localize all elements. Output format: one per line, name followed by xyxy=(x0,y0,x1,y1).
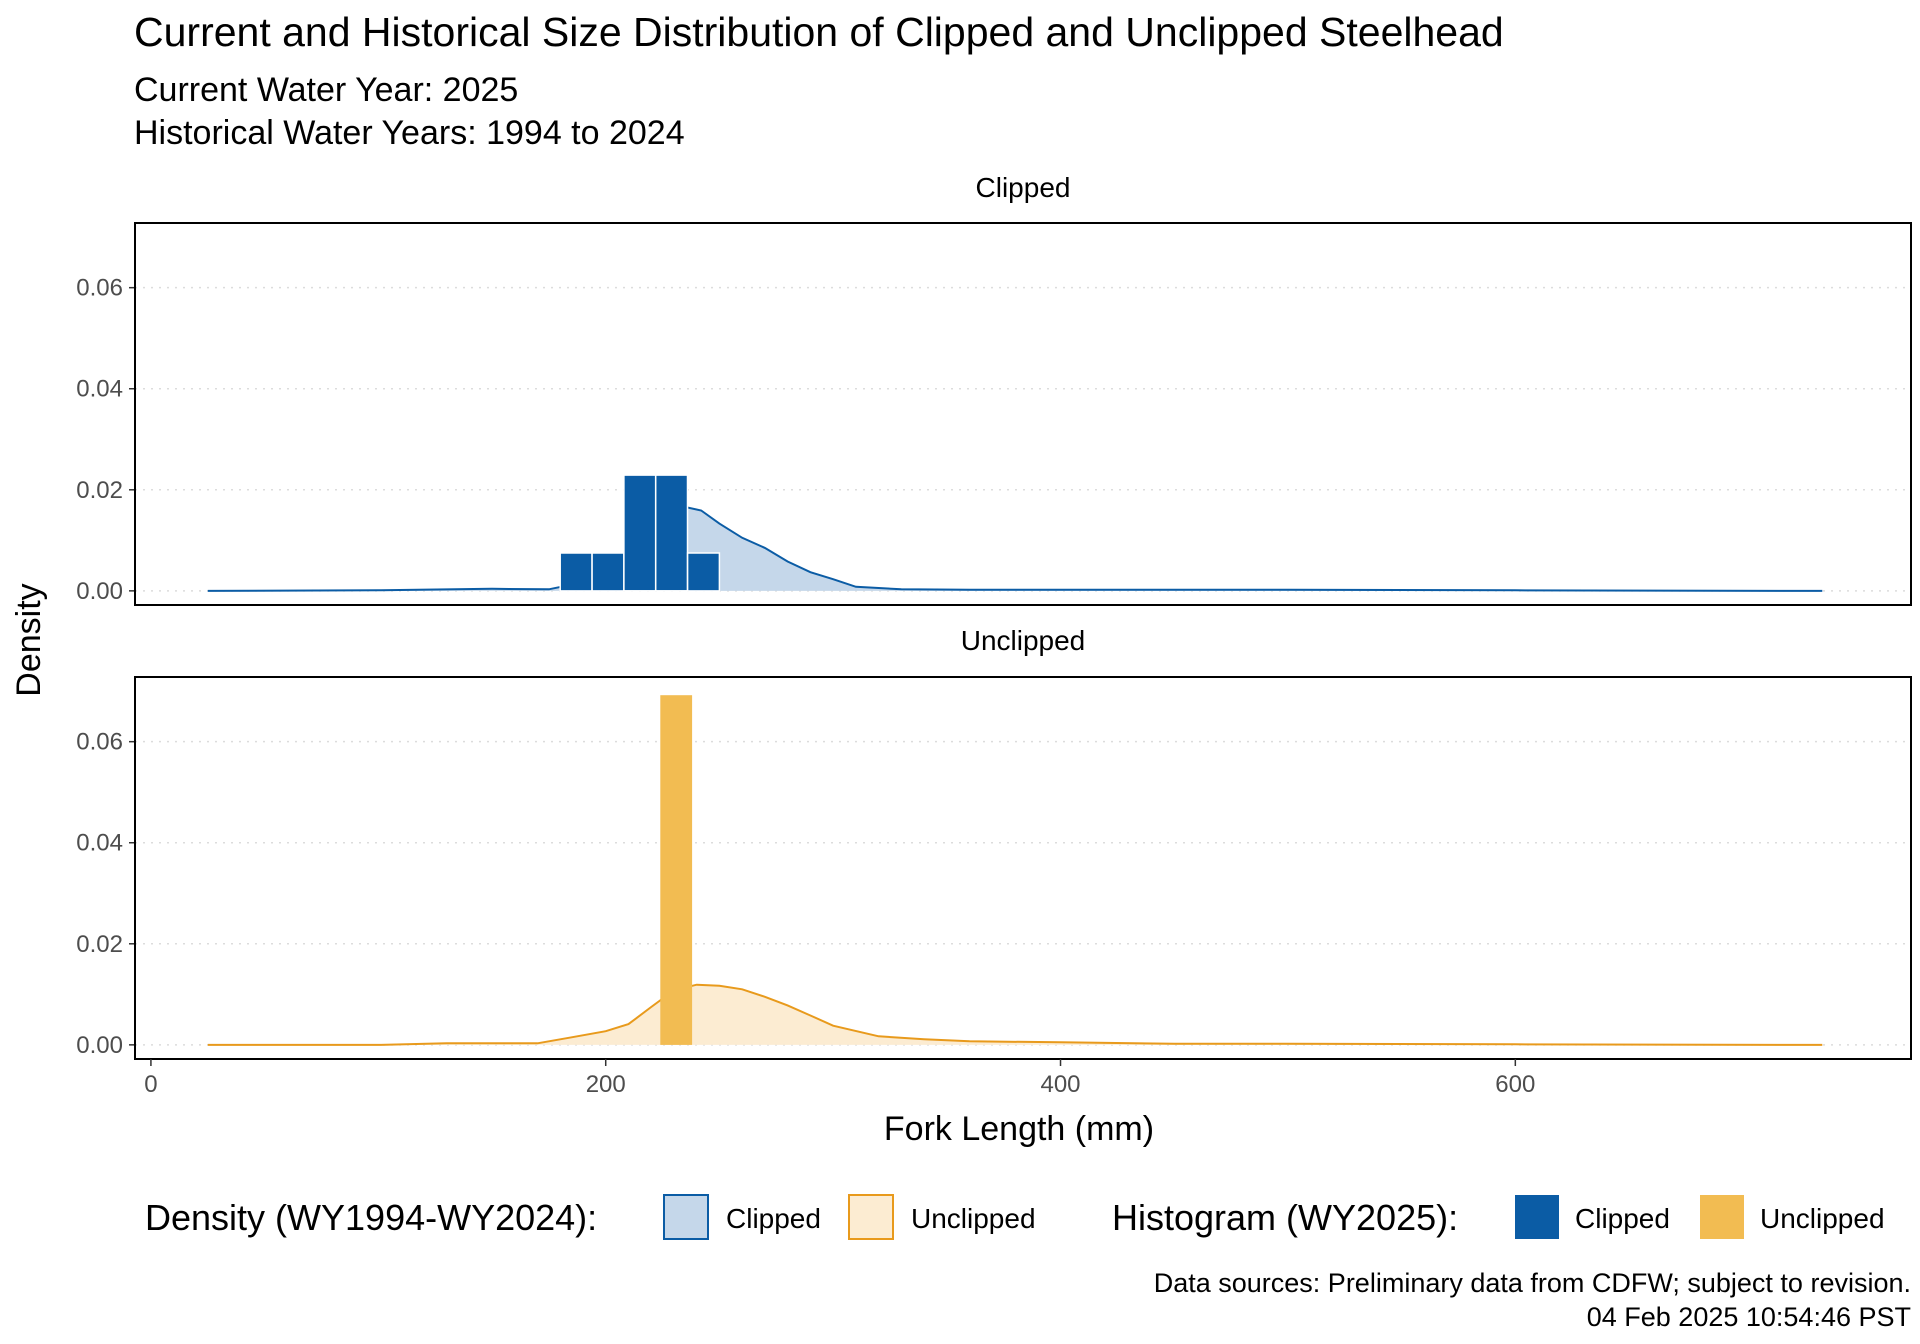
y-tick-label-unclipped-3: 0.06 xyxy=(76,729,123,756)
histogram-bar-unclipped-0 xyxy=(660,695,693,1045)
y-tick-label-clipped-3: 0.06 xyxy=(76,275,123,302)
legend-histogram-unclipped-key xyxy=(1700,1195,1744,1239)
caption-timestamp: 04 Feb 2025 10:54:46 PST xyxy=(1587,1302,1911,1332)
chart-title: Current and Historical Size Distribution… xyxy=(134,9,1504,55)
density-area-unclipped xyxy=(207,984,1823,1045)
x-axis: 0 200 400 600 xyxy=(144,1059,1535,1098)
x-tick-label-2: 400 xyxy=(1040,1071,1080,1098)
legend-density-unclipped-label: Unclipped xyxy=(911,1203,1036,1234)
legend-histogram-clipped-key xyxy=(1515,1195,1559,1239)
y-tick-label-unclipped-0: 0.00 xyxy=(76,1032,123,1059)
caption-data-sources: Data sources: Preliminary data from CDFW… xyxy=(1154,1268,1911,1298)
x-tick-label-3: 600 xyxy=(1495,1071,1535,1098)
y-tick-label-clipped-0: 0.00 xyxy=(76,578,123,605)
y-tick-label-clipped-1: 0.02 xyxy=(76,477,123,504)
x-tick-label-1: 200 xyxy=(586,1071,626,1098)
density-area-clipped xyxy=(207,507,1823,591)
legend-density-title: Density (WY1994-WY2024): xyxy=(145,1197,597,1238)
legend-density-clipped-key xyxy=(663,1194,709,1240)
histogram-bar-clipped-3 xyxy=(654,474,689,592)
y-axis-title: Density xyxy=(10,583,48,696)
legend: Density (WY1994-WY2024): Clipped Unclipp… xyxy=(145,1194,1885,1240)
chart-subtitle-line-1: Current Water Year: 2025 xyxy=(134,71,518,109)
legend-density-unclipped-key xyxy=(848,1194,894,1240)
strip-label-clipped: Clipped xyxy=(976,172,1071,203)
panel-unclipped: Unclipped 0.00 0.02 0.04 0.06 xyxy=(76,625,1912,1060)
y-tick-label-unclipped-2: 0.04 xyxy=(76,830,123,857)
legend-density-clipped-label: Clipped xyxy=(726,1203,821,1234)
y-tick-label-clipped-2: 0.04 xyxy=(76,376,123,403)
panel-border-clipped xyxy=(134,222,1912,606)
strip-label-unclipped: Unclipped xyxy=(961,625,1086,656)
density-line-clipped xyxy=(207,506,1823,592)
y-tick-label-unclipped-1: 0.02 xyxy=(76,931,123,958)
histogram-bar-clipped-4 xyxy=(686,552,721,592)
density-line-unclipped xyxy=(207,983,1823,1046)
panel-clipped: Clipped 0.00 0.02 0.04 0.06 xyxy=(76,172,1912,606)
histogram-bar-clipped-1 xyxy=(591,552,625,592)
legend-histogram-title: Histogram (WY2025): xyxy=(1112,1197,1458,1238)
histogram-bar-clipped-2 xyxy=(623,474,657,592)
panel-border-unclipped xyxy=(134,676,1912,1060)
legend-histogram-unclipped-label: Unclipped xyxy=(1760,1203,1885,1234)
legend-histogram-clipped-label: Clipped xyxy=(1575,1203,1670,1234)
x-tick-label-0: 0 xyxy=(144,1071,157,1098)
chart-subtitle-line-2: Historical Water Years: 1994 to 2024 xyxy=(134,114,685,152)
facet-panels: Clipped 0.00 0.02 0.04 0.06 Unclipped 0.00 0.02… xyxy=(76,172,1912,1060)
histogram-bar-clipped-0 xyxy=(559,552,593,592)
x-axis-title: Fork Length (mm) xyxy=(884,1110,1154,1148)
